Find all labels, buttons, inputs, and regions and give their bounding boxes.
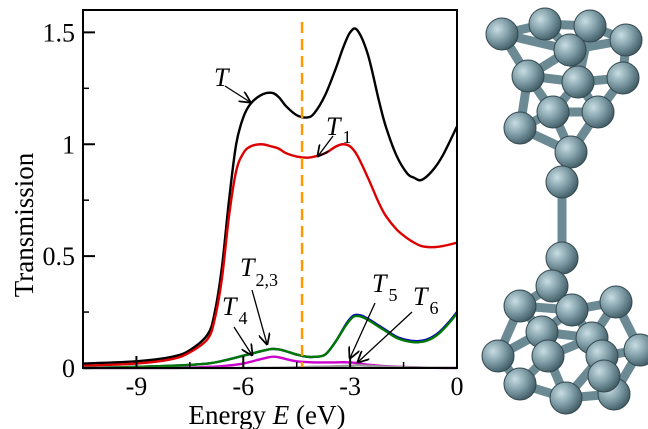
molecule-atom: [553, 33, 587, 67]
annotation-T1-arrow: [318, 135, 334, 156]
annotation-T: T: [214, 63, 250, 102]
annotation-T6-sub: 6: [429, 298, 438, 318]
y-axis-label: Transmission: [9, 152, 39, 297]
y-tick-label: 1.5: [43, 18, 76, 47]
x-axis-label-suffix: (eV): [289, 400, 345, 429]
svg-text:T6: T6: [413, 282, 438, 318]
annotation-T23-sub: 2,3: [255, 270, 278, 290]
annotation-T4-arrow: [233, 326, 252, 355]
annotation-T4-text: T: [222, 292, 238, 321]
plot-frame: [82, 9, 458, 369]
y-tick-label: 0.5: [43, 242, 76, 271]
annotation-T23-text: T: [240, 253, 256, 282]
molecule-atom: [531, 339, 565, 373]
molecule-atom: [503, 367, 537, 401]
svg-text:T4: T4: [222, 292, 247, 328]
series-curves: [82, 27, 459, 370]
annotation-T23: T2,3: [240, 253, 278, 344]
molecule-atom: [599, 285, 633, 319]
annotation-T6-text: T: [413, 282, 429, 311]
axis-ticks: -9 -6 -3 0 0 0.5 1 1.5: [43, 18, 464, 401]
x-axis-label-var: E: [272, 400, 290, 429]
molecule-atoms: [481, 7, 648, 415]
annotation-T1-text: T: [326, 112, 342, 141]
molecule-atom: [511, 59, 545, 93]
x-axis-label: Energy E (eV): [189, 400, 346, 429]
annotation-T1-sub: 1: [342, 127, 351, 147]
annotation-T5-sub: 5: [388, 285, 397, 305]
svg-text:T: T: [214, 63, 230, 92]
annotation-T4-sub: 4: [238, 308, 247, 328]
molecule-atom: [581, 95, 615, 129]
molecule-atom: [535, 269, 569, 303]
y-tick-label: 1: [62, 130, 75, 159]
molecule-atom: [587, 359, 621, 393]
x-axis-label-prefix: Energy: [189, 400, 273, 429]
molecule-atom: [481, 339, 515, 373]
transmission-chart: -9 -6 -3 0 0 0.5 1 1.5 Transmission Energy E (e…: [9, 9, 464, 429]
x-tick-label: 0: [451, 372, 464, 401]
svg-text:T1: T1: [326, 112, 351, 147]
molecule-illustration: [481, 7, 648, 415]
molecule-atom: [528, 7, 562, 41]
molecule-atom: [549, 381, 583, 415]
molecule-atom: [609, 23, 643, 57]
molecule-atom: [503, 289, 537, 323]
svg-text:T5: T5: [372, 269, 397, 305]
series-line-T: [82, 27, 459, 365]
molecule-atom: [545, 241, 579, 275]
molecule-atom: [555, 293, 589, 327]
y-tick-label: 0: [62, 354, 75, 383]
molecule-atom: [606, 61, 640, 95]
molecule-atom: [545, 165, 579, 199]
annotation-T5-text: T: [372, 269, 388, 298]
molecule-atom: [573, 9, 607, 43]
annotation-T23-arrow: [251, 289, 267, 344]
annotation-T-arrow: [224, 85, 250, 102]
molecule-atom: [554, 135, 588, 169]
x-tick-label: -3: [339, 372, 361, 401]
molecule-atom: [623, 333, 648, 367]
x-tick-label: -6: [232, 372, 254, 401]
annotation-T-text: T: [214, 63, 230, 92]
annotation-T5-arrow: [350, 302, 376, 358]
molecule-atom: [536, 95, 570, 129]
annotation-T6-arrow: [358, 311, 413, 362]
molecule-atom: [561, 65, 595, 99]
svg-text:T2,3: T2,3: [240, 253, 278, 290]
molecule-atom: [503, 111, 537, 145]
series-line-T1: [82, 143, 458, 367]
molecule-atom: [485, 17, 519, 51]
series-line-T4: [82, 312, 458, 370]
x-tick-label: -9: [126, 372, 148, 401]
